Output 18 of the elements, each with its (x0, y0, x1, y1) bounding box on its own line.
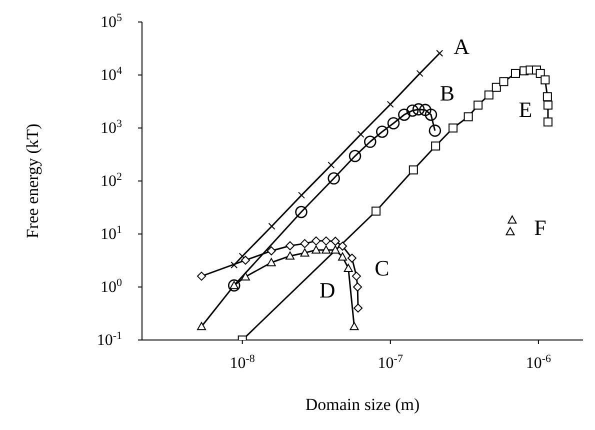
y-tick-label: 10$^{5}$ (100, 12, 122, 31)
y-tick-label: 10$^{0}$ (100, 277, 122, 296)
series-label: E (518, 96, 532, 122)
series-label: A (454, 34, 470, 59)
x-axis-title: Domain size (m) (305, 395, 420, 414)
y-tick-label: 10$^{2}$ (100, 171, 122, 190)
x-tick-label: 10$^{-7}$ (378, 353, 404, 372)
x-tick-label: 10$^{-6}$ (526, 353, 552, 372)
y-tick-label: 10$^{3}$ (100, 118, 122, 137)
y-tick-label: 10$^{-1}$ (96, 330, 122, 349)
series-label: F (534, 215, 546, 240)
x-tick-label: 10$^{-8}$ (230, 353, 256, 372)
y-tick-label: 10$^{4}$ (100, 65, 122, 84)
series-label: B (440, 80, 455, 106)
series-label: D (319, 277, 336, 302)
y-tick-label: 10$^{1}$ (100, 224, 122, 243)
series-label: C (374, 256, 390, 281)
y-axis-title: Free energy (kT) (23, 124, 42, 238)
